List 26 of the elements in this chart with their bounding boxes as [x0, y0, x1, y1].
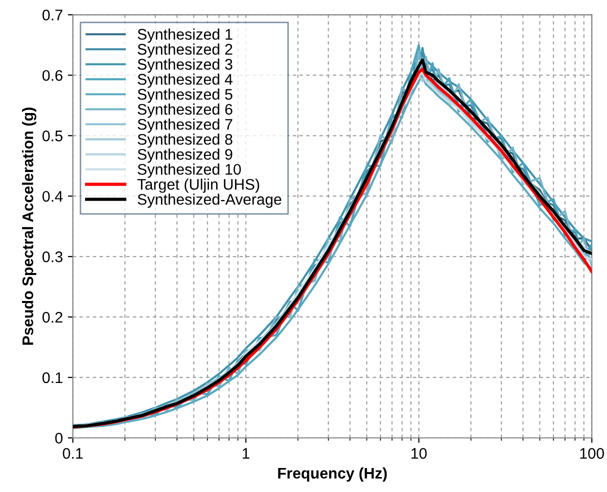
legend-label: Synthesized 9 [138, 148, 232, 163]
y-tick-label: 0.5 [42, 130, 62, 142]
y-tick-label: 0.7 [42, 10, 62, 20]
legend-label: Synthesized 2 [138, 44, 232, 58]
y-tick-label: 0 [55, 432, 63, 444]
legend-label: Synthesized 1 [138, 28, 232, 43]
x-tick-label: 10 [412, 448, 427, 459]
y-axis-title: Pseudo Spectral Acceleration (g) [22, 108, 36, 345]
legend-label: Synthesized 10 [138, 164, 241, 178]
y-tick-label: 0.3 [42, 251, 62, 262]
y-tick-label: 0.4 [42, 190, 63, 202]
legend-label: Synthesized 4 [138, 74, 233, 88]
legend-label: Synthesized 6 [138, 104, 232, 118]
y-tick-label: 0.1 [42, 372, 62, 384]
legend-label: Synthesized 5 [138, 88, 232, 103]
legend-label: Synthesized 7 [138, 118, 232, 133]
x-tick-label: 0.1 [62, 448, 83, 459]
x-axis-title: Frequency (Hz) [278, 467, 387, 482]
legend-label: Synthesized 8 [138, 134, 232, 148]
y-tick-label: 0.6 [42, 70, 62, 81]
legend-label: Synthesized 3 [138, 58, 232, 73]
legend-label: Target (Uljin UHS) [137, 178, 260, 193]
y-tick-label: 0.2 [42, 312, 62, 323]
x-tick-label: 100 [580, 448, 604, 459]
legend-label: Synthesized-Average [138, 194, 282, 208]
x-tick-label: 1 [242, 448, 250, 459]
